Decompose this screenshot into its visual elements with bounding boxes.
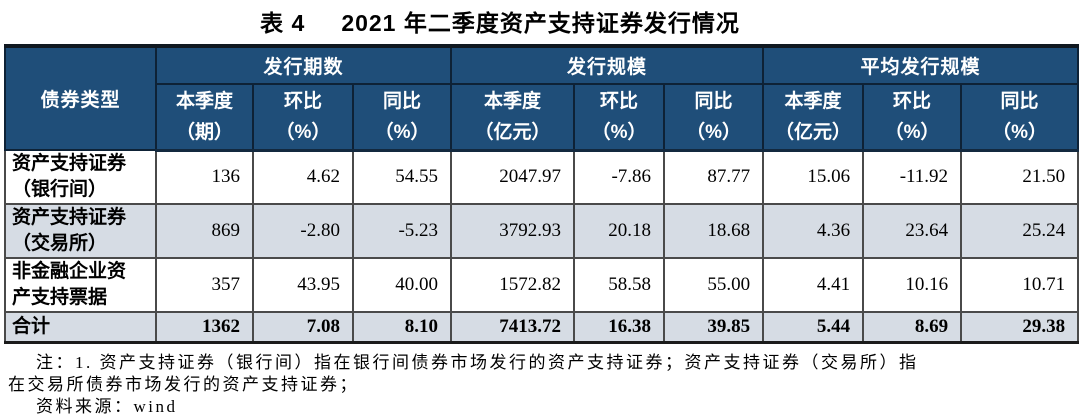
cell: 3792.93 xyxy=(450,203,576,259)
table-title-number: 表 4 xyxy=(260,10,306,36)
col-header-label: 本季度 xyxy=(484,90,542,112)
cell: 8.10 xyxy=(351,311,453,343)
cell: 4.36 xyxy=(762,203,865,259)
col-header-unit: （%） xyxy=(591,121,647,143)
cell: 7.08 xyxy=(252,311,354,343)
cell: 18.68 xyxy=(663,203,765,259)
cell: 39.85 xyxy=(663,311,765,343)
note-line-1: 注：1. 资产支持证券（银行间）指在银行间债券市场发行的资产支持证券；资产支持证… xyxy=(36,352,919,372)
col-header-label: 环比 xyxy=(893,90,932,112)
cell: 7413.72 xyxy=(450,311,576,343)
table-row-abs-interbank: 资产支持证券（银行间） 136 4.62 54.55 2047.97 -7.86… xyxy=(4,149,1080,205)
abs-issuance-table: 债券类型 发行期数 发行规模 平均发行规模 本季度 （期） 环比 （%） 同比 … xyxy=(4,44,1080,344)
col-header-unit: （%） xyxy=(275,121,331,143)
row-label: 资产支持证券（银行间） xyxy=(4,149,157,205)
col-header-label: 本季度 xyxy=(175,90,233,112)
cell: 869 xyxy=(155,203,254,259)
cell: 4.41 xyxy=(762,257,865,313)
col-header-unit: （亿元） xyxy=(775,121,852,143)
col-header-label: 同比 xyxy=(383,90,422,112)
note-line-2: 在交易所债券市场发行的资产支持证券； xyxy=(8,374,359,394)
table-row-total: 合计 1362 7.08 8.10 7413.72 16.38 39.85 5.… xyxy=(4,311,1080,343)
col-header-scale-quarter: 本季度 （亿元） xyxy=(450,83,576,152)
cell: 10.16 xyxy=(862,257,963,313)
cell: 4.62 xyxy=(252,149,354,205)
table-title-text: 2021 年二季度资产支持证券发行情况 xyxy=(341,10,740,36)
col-header-unit: （%） xyxy=(992,121,1048,143)
col-header-label: 环比 xyxy=(283,90,322,112)
row-label-total: 合计 xyxy=(4,311,157,343)
cell: 15.06 xyxy=(762,149,865,205)
row-label: 资产支持证券（交易所） xyxy=(4,203,157,259)
cell: -2.80 xyxy=(252,203,354,259)
data-source: 资料来源：wind xyxy=(36,396,178,416)
cell: 10.71 xyxy=(960,257,1080,313)
cell: 58.58 xyxy=(573,257,666,313)
cell: 43.95 xyxy=(252,257,354,313)
cell: -7.86 xyxy=(573,149,666,205)
col-header-avg-qoq: 环比 （%） xyxy=(862,83,963,152)
col-header-unit: （亿元） xyxy=(474,121,551,143)
cell: -5.23 xyxy=(351,203,453,259)
footnotes: 注：1. 资产支持证券（银行间）指在银行间债券市场发行的资产支持证券；资产支持证… xyxy=(8,352,1080,418)
cell: 40.00 xyxy=(351,257,453,313)
cell: -11.92 xyxy=(862,149,963,205)
col-header-count-quarter: 本季度 （期） xyxy=(155,83,254,152)
table-body: 资产支持证券（银行间） 136 4.62 54.55 2047.97 -7.86… xyxy=(4,149,1080,343)
col-header-avg-yoy: 同比 （%） xyxy=(960,83,1080,152)
group-header-avg-issue-scale: 平均发行规模 xyxy=(762,45,1080,85)
col-header-scale-qoq: 环比 （%） xyxy=(573,83,666,152)
cell: 1362 xyxy=(155,311,254,343)
col-header-unit: （%） xyxy=(884,121,940,143)
cell: 87.77 xyxy=(663,149,765,205)
col-header-label: 本季度 xyxy=(784,90,842,112)
cell: 25.24 xyxy=(960,203,1080,259)
cell: 29.38 xyxy=(960,311,1080,343)
cell: 136 xyxy=(155,149,254,205)
table-row-abs-exchange: 资产支持证券（交易所） 869 -2.80 -5.23 3792.93 20.1… xyxy=(4,203,1080,259)
col-header-scale-yoy: 同比 （%） xyxy=(663,83,765,152)
col-header-label: 同比 xyxy=(694,90,733,112)
cell: 23.64 xyxy=(862,203,963,259)
header-sub-row: 本季度 （期） 环比 （%） 同比 （%） 本季度 （亿元） 环比 （%） xyxy=(5,83,1080,152)
cell: 21.50 xyxy=(960,149,1080,205)
col-header-count-yoy: 同比 （%） xyxy=(351,83,453,152)
col-header-unit: （%） xyxy=(374,121,430,143)
col-header-unit: （%） xyxy=(686,121,741,143)
table-header: 债券类型 发行期数 发行规模 平均发行规模 本季度 （期） 环比 （%） 同比 … xyxy=(4,45,1080,152)
col-header-avg-quarter: 本季度 （亿元） xyxy=(762,83,865,152)
group-header-issue-count: 发行期数 xyxy=(154,45,453,85)
col-header-unit: （期） xyxy=(175,121,233,143)
cell: 55.00 xyxy=(663,257,765,313)
cell: 2047.97 xyxy=(450,149,576,205)
cell: 8.69 xyxy=(862,311,963,343)
col-header-bond-type: 债券类型 xyxy=(4,45,157,151)
cell: 16.38 xyxy=(573,311,666,343)
col-header-label: 环比 xyxy=(600,90,639,112)
header-group-row: 债券类型 发行期数 发行规模 平均发行规模 xyxy=(4,45,1080,151)
table-title: 表 4 2021 年二季度资产支持证券发行情况 xyxy=(0,0,1080,38)
table-row-abn: 非金融企业资产支持票据 357 43.95 40.00 1572.82 58.5… xyxy=(4,257,1080,313)
cell: 54.55 xyxy=(351,149,453,205)
cell: 5.44 xyxy=(762,311,865,343)
col-header-count-qoq: 环比 （%） xyxy=(252,83,354,152)
row-label: 非金融企业资产支持票据 xyxy=(4,257,157,313)
group-header-issue-scale: 发行规模 xyxy=(450,45,765,85)
cell: 1572.82 xyxy=(450,257,576,313)
cell: 357 xyxy=(155,257,254,313)
cell: 20.18 xyxy=(573,203,666,259)
col-header-label: 同比 xyxy=(1000,90,1039,112)
